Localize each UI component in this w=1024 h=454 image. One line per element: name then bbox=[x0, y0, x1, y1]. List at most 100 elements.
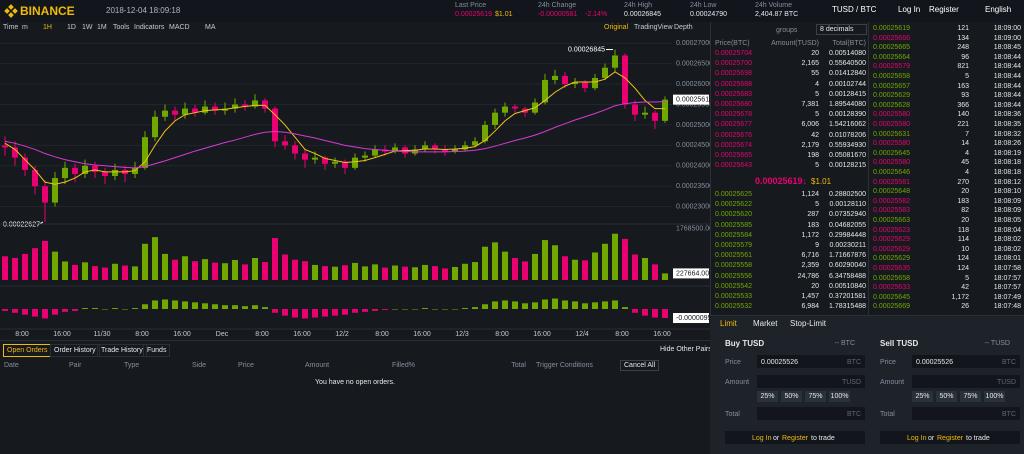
toolbar-button[interactable]: 1D bbox=[67, 24, 76, 31]
volume-bar bbox=[2, 256, 8, 280]
candle-body bbox=[252, 100, 258, 107]
book-price[interactable]: 0.00025698 bbox=[715, 70, 752, 78]
orders-tab[interactable]: Funds bbox=[143, 344, 171, 357]
book-total: 0.00128415 bbox=[829, 90, 866, 98]
decimals-select[interactable]: 8 decimals bbox=[816, 24, 867, 35]
login-text[interactable]: Log In bbox=[752, 435, 772, 442]
logo[interactable]: BINANCE bbox=[20, 4, 75, 18]
book-price[interactable]: 0.00025579 bbox=[715, 242, 752, 249]
percent-button[interactable]: 75% bbox=[960, 391, 981, 402]
register-link[interactable]: Register bbox=[929, 5, 959, 14]
toolbar-button[interactable]: 1M bbox=[97, 24, 107, 31]
percent-button[interactable]: 100% bbox=[984, 391, 1005, 402]
login-text[interactable]: Register bbox=[782, 435, 809, 442]
login-text[interactable]: Log In bbox=[907, 435, 927, 442]
book-price[interactable]: 0.00025674 bbox=[715, 141, 752, 149]
book-price[interactable]: 0.00025620 bbox=[715, 211, 752, 219]
input[interactable] bbox=[757, 407, 865, 420]
input[interactable] bbox=[912, 375, 1020, 388]
volume-bar bbox=[242, 264, 248, 280]
toolbar-button[interactable]: m bbox=[22, 24, 28, 31]
input[interactable] bbox=[757, 375, 865, 388]
trade-price: 0.00025579 bbox=[873, 63, 910, 71]
order-type-tab[interactable]: Stop-Limit bbox=[790, 319, 827, 328]
last-price-label: 0.00025619 bbox=[676, 96, 710, 103]
book-price[interactable]: 0.00025585 bbox=[715, 221, 752, 229]
book-price[interactable]: 0.00025584 bbox=[715, 231, 752, 239]
percent-button[interactable]: 25% bbox=[912, 391, 933, 402]
language[interactable]: English bbox=[985, 5, 1012, 14]
percent-button[interactable]: 50% bbox=[781, 391, 802, 402]
book-price[interactable]: 0.00025532 bbox=[715, 303, 752, 311]
macd-bar bbox=[132, 308, 138, 309]
candle-body bbox=[452, 149, 458, 152]
book-price[interactable]: 0.00025676 bbox=[715, 131, 752, 139]
book-total: 0.01412840 bbox=[829, 70, 866, 78]
order-type-tab[interactable]: Market bbox=[753, 319, 778, 328]
input[interactable] bbox=[912, 355, 1020, 368]
volume-bar bbox=[322, 266, 328, 280]
toolbar-button[interactable]: MA bbox=[205, 24, 216, 31]
login-button[interactable] bbox=[725, 431, 865, 444]
login-text: or bbox=[773, 435, 780, 442]
toolbar-button[interactable]: Depth bbox=[674, 24, 693, 31]
book-price[interactable]: 0.00025704 bbox=[715, 50, 752, 57]
book-price[interactable]: 0.00025688 bbox=[715, 80, 752, 88]
book-price[interactable]: 0.00025678 bbox=[715, 111, 752, 119]
book-price[interactable]: 0.00025533 bbox=[715, 293, 752, 300]
percent-button[interactable]: 25% bbox=[757, 391, 778, 402]
volume-bar bbox=[72, 264, 78, 280]
toolbar-button[interactable]: Original bbox=[604, 24, 629, 31]
toolbar-button[interactable]: Tools bbox=[113, 24, 130, 31]
candle-body bbox=[72, 167, 78, 174]
candle-body bbox=[662, 99, 668, 121]
book-price[interactable]: 0.00025680 bbox=[715, 101, 752, 108]
toolbar-button[interactable]: TradingView bbox=[634, 24, 673, 31]
book-price[interactable]: 0.00025700 bbox=[715, 60, 752, 68]
book-price[interactable]: 0.00025622 bbox=[715, 201, 752, 209]
macd-bar bbox=[402, 309, 408, 310]
book-price[interactable]: 0.00025558 bbox=[715, 262, 752, 270]
login-link[interactable]: Log In bbox=[898, 5, 921, 14]
toolbar-button[interactable]: Time bbox=[3, 24, 19, 31]
book-price[interactable]: 0.00025665 bbox=[715, 152, 752, 159]
input[interactable] bbox=[757, 355, 865, 368]
toolbar-button[interactable]: 1W bbox=[82, 24, 93, 31]
book-price[interactable]: 0.00025556 bbox=[715, 272, 752, 280]
macd-bar bbox=[542, 299, 548, 309]
toolbar-button[interactable]: MACD bbox=[169, 24, 190, 31]
candle-body bbox=[512, 106, 518, 109]
volume-bar bbox=[512, 258, 518, 280]
book-price[interactable]: 0.00025561 bbox=[715, 252, 752, 260]
book-price[interactable]: 0.00025542 bbox=[715, 282, 752, 290]
book-amount: 20 bbox=[811, 50, 819, 57]
pair-selector[interactable]: TUSD / BTC bbox=[832, 5, 877, 14]
book-price[interactable]: 0.00025683 bbox=[715, 90, 752, 98]
percent-button[interactable]: 75% bbox=[805, 391, 826, 402]
macd-bar bbox=[292, 309, 298, 318]
orders-column: Pair bbox=[69, 362, 82, 369]
login-button[interactable] bbox=[880, 431, 1020, 444]
percent-button[interactable]: 100% bbox=[829, 391, 850, 402]
candle-body bbox=[392, 147, 398, 152]
login-text[interactable]: Register bbox=[937, 435, 964, 442]
orders-tab[interactable]: Open Orders bbox=[3, 344, 52, 357]
macd-bar bbox=[152, 300, 158, 309]
toolbar-button[interactable]: 1H bbox=[43, 24, 52, 31]
book-price[interactable]: 0.00025625 bbox=[715, 191, 752, 198]
trade-amount: 93 bbox=[961, 92, 969, 100]
book-price[interactable]: 0.00025677 bbox=[715, 121, 752, 129]
order-type-tab[interactable]: Limit bbox=[720, 319, 737, 328]
hide-pairs-toggle[interactable]: Hide Other Pairs bbox=[660, 346, 712, 353]
orders-tab[interactable]: Trade History bbox=[97, 344, 147, 357]
trade-time: 18:09:00 bbox=[993, 34, 1021, 42]
input[interactable] bbox=[912, 407, 1020, 420]
toolbar-button[interactable]: Indicators bbox=[134, 24, 165, 31]
orders-tab[interactable]: Order History bbox=[50, 344, 100, 357]
candle-body bbox=[472, 141, 478, 146]
cancel-all-button[interactable]: Cancel All bbox=[620, 360, 660, 371]
book-price[interactable]: 0.00025643 bbox=[715, 162, 752, 170]
volume-bar bbox=[132, 266, 138, 280]
book-total: 0.55934930 bbox=[829, 141, 866, 149]
percent-button[interactable]: 50% bbox=[936, 391, 957, 402]
